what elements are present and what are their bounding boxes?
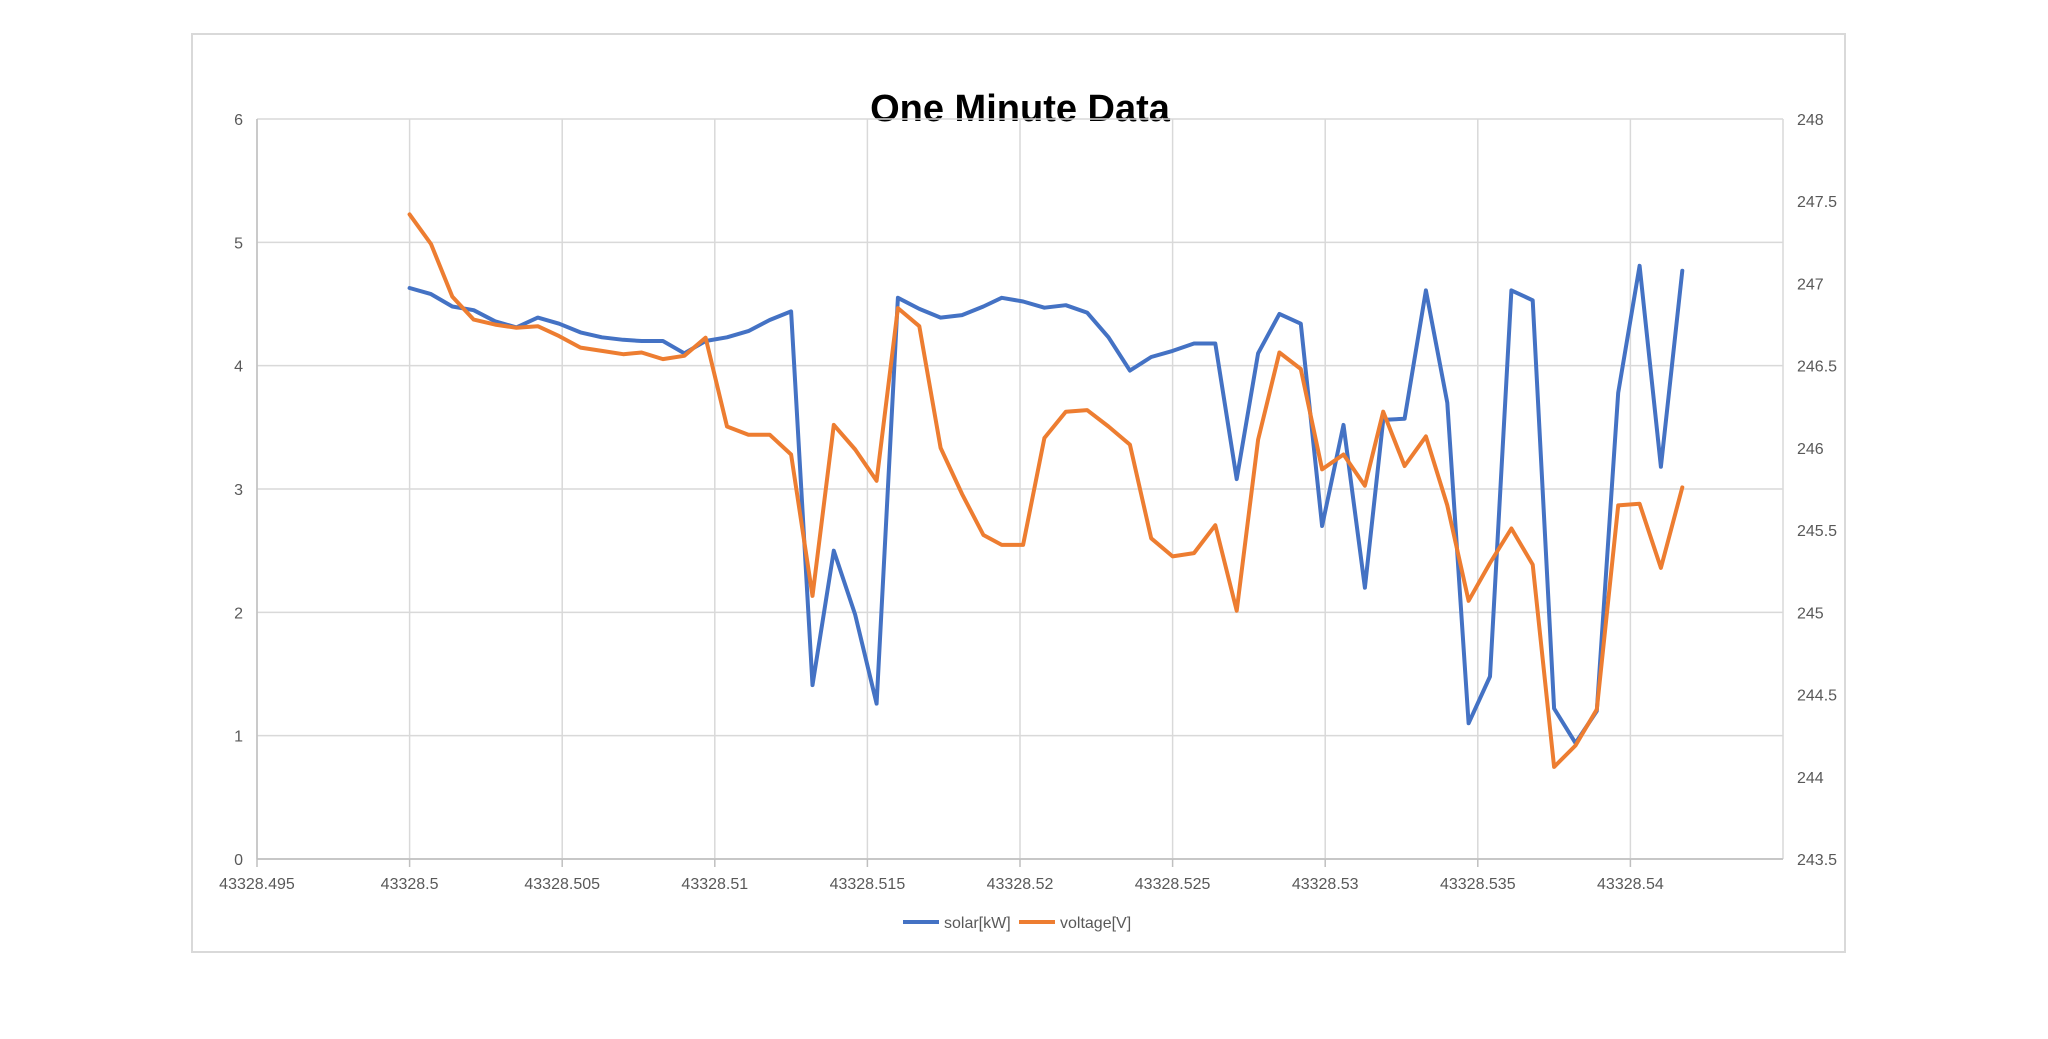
series-line-voltage xyxy=(407,212,1685,769)
x-tick-label: 43328.535 xyxy=(1440,876,1516,893)
y2-tick-label: 247 xyxy=(1797,276,1824,293)
x-tick-label: 43328.495 xyxy=(219,876,295,893)
chart-svg: One Minute Data 0123456243.5244244.52452… xyxy=(219,88,1837,932)
chart-frame: One Minute Data 0 1 2 3 4 5 6 243.5 244 244.5 245 2… xyxy=(191,33,1846,953)
y2-tick-label: 244 xyxy=(1797,770,1824,787)
y2-tick-label: 245 xyxy=(1797,605,1824,622)
y2-tick-label: 248 xyxy=(1797,112,1824,129)
x-tick-label: 43328.51 xyxy=(681,876,748,893)
y2-tick-label: 245.5 xyxy=(1797,523,1837,540)
legend-label-voltage: voltage[V] xyxy=(1060,915,1131,932)
x-tick-label: 43328.53 xyxy=(1292,876,1359,893)
y2-tick-label: 247.5 xyxy=(1797,194,1837,211)
x-tick-label: 43328.515 xyxy=(830,876,906,893)
y-tick-label: 6 xyxy=(234,112,243,129)
y-tick-label: 1 xyxy=(234,729,243,746)
y-tick-label: 4 xyxy=(234,359,243,376)
y-tick-label: 3 xyxy=(234,482,243,499)
legend-label-solar: solar[kW] xyxy=(944,915,1011,932)
y2-tick-label: 246.5 xyxy=(1797,359,1837,376)
series-line-solar xyxy=(407,263,1685,746)
y2-tick-label: 243.5 xyxy=(1797,852,1837,869)
series-layer xyxy=(407,212,1685,769)
y-tick-label: 2 xyxy=(234,605,243,622)
x-tick-label: 43328.5 xyxy=(381,876,439,893)
y-tick-label: 0 xyxy=(234,852,243,869)
x-tick-label: 43328.505 xyxy=(524,876,600,893)
y-tick-label: 5 xyxy=(234,235,243,252)
x-tick-label: 43328.52 xyxy=(987,876,1054,893)
axis-layer: 0 1 2 3 4 5 6 243.5 244 244.5 245 245.5 246 246.5 247 2… xyxy=(219,112,1837,893)
x-tick-label: 43328.525 xyxy=(1135,876,1211,893)
y2-tick-label: 244.5 xyxy=(1797,688,1837,705)
x-tick-label: 43328.54 xyxy=(1597,876,1664,893)
y2-tick-label: 246 xyxy=(1797,441,1824,458)
legend: solar[kW] voltage[V] xyxy=(903,915,1131,932)
